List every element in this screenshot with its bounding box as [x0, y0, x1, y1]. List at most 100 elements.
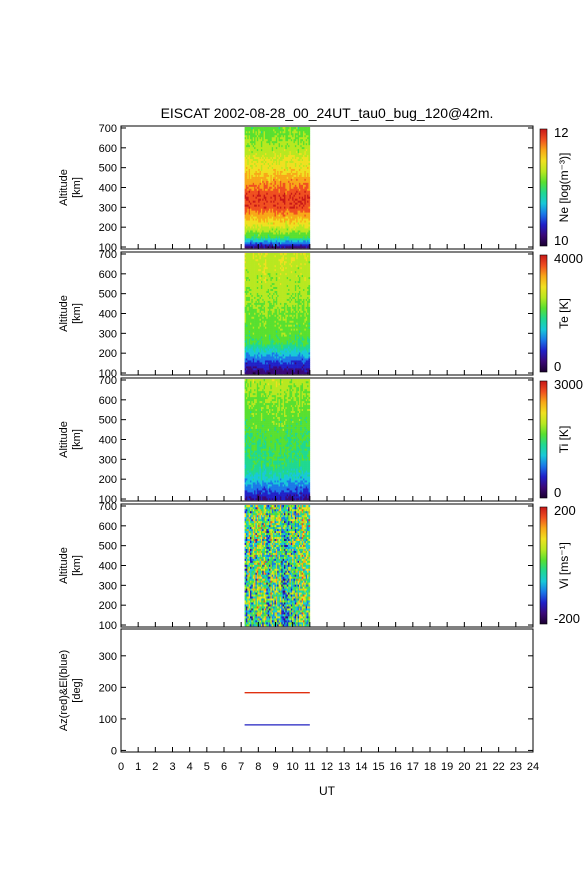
heatmap-cell [269, 306, 271, 309]
heatmap-cell [297, 182, 300, 185]
heatmap-cell [260, 172, 263, 175]
heatmap-cell [278, 168, 281, 171]
heatmap-cell [277, 152, 279, 156]
heatmap-cell [273, 324, 275, 327]
heatmap-cell [256, 142, 259, 146]
heatmap-cell [269, 158, 271, 162]
heatmap-cell [255, 194, 258, 197]
heatmap-cell [286, 188, 289, 191]
heatmap-cell [285, 152, 288, 156]
heatmap-cell [256, 166, 259, 169]
heatmap-cell [277, 246, 279, 249]
heatmap-cell [289, 226, 292, 229]
heatmap-cell [296, 224, 298, 227]
heatmap-cell [278, 230, 281, 233]
heatmap-cell [244, 264, 247, 268]
heatmap-cell [284, 296, 286, 299]
heatmap-cell [269, 180, 271, 183]
heatmap-cell [269, 276, 271, 280]
heatmap-cell [269, 204, 271, 207]
heatmap-cell [271, 306, 274, 309]
heatmap-cell [256, 262, 259, 266]
heatmap-cell [301, 234, 304, 237]
heatmap-cell [298, 158, 301, 162]
heatmap-cell [263, 328, 266, 331]
heatmap-cell [250, 336, 252, 339]
heatmap-cell [264, 142, 267, 146]
heatmap-cell [247, 280, 249, 284]
heatmap-cell [269, 288, 271, 291]
heatmap-cell [288, 360, 290, 363]
heatmap-cell [284, 344, 286, 347]
heatmap-cell [245, 372, 248, 375]
heatmap-cell [271, 152, 274, 156]
heatmap-cell [275, 294, 278, 297]
heatmap-cell [305, 210, 308, 213]
heatmap-cell [267, 294, 270, 297]
heatmap-cell [297, 206, 300, 209]
heatmap-cell [254, 340, 256, 343]
heatmap-cell [271, 180, 274, 183]
heatmap-cell [307, 240, 309, 243]
heatmap-cell [300, 180, 302, 183]
heatmap-cell [263, 290, 266, 293]
heatmap-cell [255, 238, 258, 241]
heatmap-cell [245, 358, 248, 361]
heatmap-cell [288, 284, 290, 288]
heatmap-cell [262, 282, 264, 286]
heatmap-cell [260, 198, 263, 201]
heatmap-cell [285, 196, 288, 199]
heatmap-cell [259, 222, 262, 225]
heatmap-cell [304, 212, 307, 215]
heatmap-cell [282, 216, 285, 219]
heatmap-cell [269, 162, 271, 165]
heatmap-cell [248, 268, 251, 272]
heatmap-cell [281, 230, 283, 233]
heatmap-cell [300, 196, 302, 199]
y-tick-label: 400 [99, 309, 117, 321]
heatmap-cell [270, 340, 273, 343]
heatmap-cell [248, 256, 251, 260]
heatmap-cell [277, 338, 279, 341]
heatmap-cell [263, 330, 266, 333]
heatmap-cell [293, 206, 296, 209]
plot-frame [120, 125, 534, 250]
heatmap-cell [300, 188, 302, 191]
heatmap-cell [286, 292, 289, 295]
heatmap-cell [278, 222, 281, 225]
heatmap-cell [289, 210, 292, 213]
heatmap-cell [270, 354, 273, 357]
heatmap-cell [271, 242, 274, 245]
heatmap-cell [284, 272, 286, 276]
heatmap-cell [245, 132, 248, 136]
heatmap-cell [271, 292, 274, 295]
heatmap-cell [282, 224, 285, 227]
heatmap-cell [260, 352, 263, 355]
heatmap-cell [250, 148, 252, 152]
heatmap-cell [279, 128, 282, 132]
heatmap-cell [262, 240, 264, 243]
heatmap-cell [264, 366, 267, 369]
heatmap-cell [269, 342, 271, 345]
heatmap-cell [308, 200, 311, 203]
heatmap-cell [251, 232, 254, 235]
heatmap-cell [275, 320, 278, 323]
heatmap-cell [275, 260, 278, 264]
heatmap-cell [258, 178, 260, 181]
heatmap-cell [281, 194, 283, 197]
heatmap-cell [293, 160, 296, 163]
heatmap-cell [281, 146, 283, 150]
heatmap-cell [259, 266, 262, 270]
heatmap-cell [251, 202, 254, 205]
heatmap-cell [254, 238, 256, 241]
heatmap-cell [305, 138, 308, 142]
heatmap-cell [277, 212, 279, 215]
heatmap-cell [300, 200, 302, 203]
heatmap-cell [286, 212, 289, 215]
heatmap-cell [269, 332, 271, 335]
heatmap-cell [282, 210, 285, 213]
heatmap-cell [267, 190, 270, 193]
heatmap-cell [274, 196, 277, 199]
heatmap-cell [264, 188, 267, 191]
heatmap-cell [262, 220, 264, 223]
